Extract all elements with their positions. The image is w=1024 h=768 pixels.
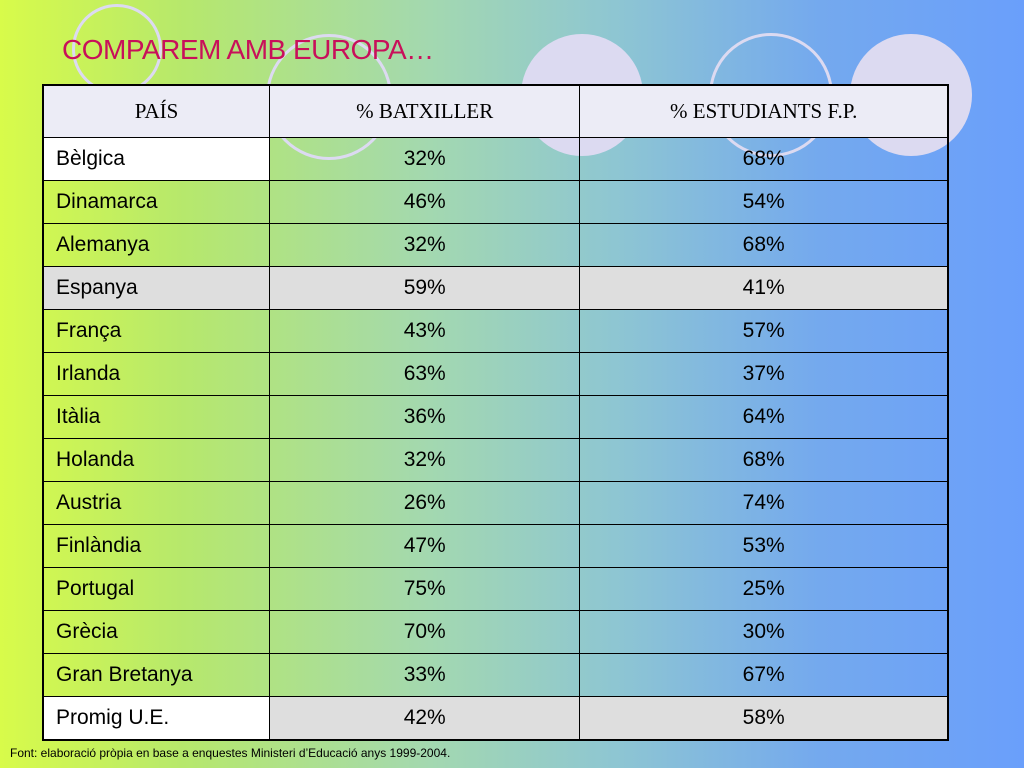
header-fp: % ESTUDIANTS F.P. bbox=[579, 84, 949, 138]
cell-batxiller: 32% bbox=[269, 137, 581, 181]
comparison-table: PAÍS % BATXILLER % ESTUDIANTS F.P. Bèlgi… bbox=[42, 84, 949, 741]
cell-batxiller: 43% bbox=[269, 309, 581, 353]
table-row: Portugal 75% 25% bbox=[42, 567, 949, 611]
table-row: Grècia 70% 30% bbox=[42, 610, 949, 654]
cell-batxiller: 33% bbox=[269, 653, 581, 697]
cell-fp: 54% bbox=[579, 180, 949, 224]
cell-batxiller: 32% bbox=[269, 438, 581, 482]
cell-country: Promig U.E. bbox=[42, 696, 271, 741]
cell-fp: 30% bbox=[579, 610, 949, 654]
table-header-row: PAÍS % BATXILLER % ESTUDIANTS F.P. bbox=[42, 84, 949, 138]
cell-country: Gran Bretanya bbox=[42, 653, 271, 697]
cell-batxiller: 47% bbox=[269, 524, 581, 568]
cell-country: Austria bbox=[42, 481, 271, 525]
cell-fp: 53% bbox=[579, 524, 949, 568]
cell-batxiller: 42% bbox=[269, 696, 581, 741]
table-row-eu-average: Promig U.E. 42% 58% bbox=[42, 696, 949, 741]
cell-batxiller: 32% bbox=[269, 223, 581, 267]
cell-country: Espanya bbox=[42, 266, 271, 310]
cell-batxiller: 75% bbox=[269, 567, 581, 611]
source-note: Font: elaboració pròpia en base a enques… bbox=[10, 746, 451, 760]
cell-fp: 67% bbox=[579, 653, 949, 697]
cell-batxiller: 36% bbox=[269, 395, 581, 439]
header-country: PAÍS bbox=[42, 84, 271, 138]
table-row: Gran Bretanya 33% 67% bbox=[42, 653, 949, 697]
cell-fp: 41% bbox=[579, 266, 949, 310]
table-row: Dinamarca 46% 54% bbox=[42, 180, 949, 224]
cell-country: Dinamarca bbox=[42, 180, 271, 224]
table-row: Austria 26% 74% bbox=[42, 481, 949, 525]
cell-fp: 25% bbox=[579, 567, 949, 611]
table-row: Holanda 32% 68% bbox=[42, 438, 949, 482]
table-row: França 43% 57% bbox=[42, 309, 949, 353]
cell-fp: 57% bbox=[579, 309, 949, 353]
cell-fp: 68% bbox=[579, 137, 949, 181]
cell-fp: 68% bbox=[579, 223, 949, 267]
cell-country: Itàlia bbox=[42, 395, 271, 439]
cell-batxiller: 63% bbox=[269, 352, 581, 396]
table-row: Irlanda 63% 37% bbox=[42, 352, 949, 396]
cell-country: Grècia bbox=[42, 610, 271, 654]
cell-country: Bèlgica bbox=[42, 137, 271, 181]
cell-fp: 64% bbox=[579, 395, 949, 439]
cell-batxiller: 46% bbox=[269, 180, 581, 224]
cell-fp: 68% bbox=[579, 438, 949, 482]
slide-title: COMPAREM AMB EUROPA… bbox=[62, 34, 434, 65]
cell-fp: 58% bbox=[579, 696, 949, 741]
cell-fp: 74% bbox=[579, 481, 949, 525]
cell-country: Finlàndia bbox=[42, 524, 271, 568]
cell-country: Portugal bbox=[42, 567, 271, 611]
header-batxiller: % BATXILLER bbox=[269, 84, 581, 138]
cell-country: Alemanya bbox=[42, 223, 271, 267]
table-row: Alemanya 32% 68% bbox=[42, 223, 949, 267]
table-row-highlighted: Espanya 59% 41% bbox=[42, 266, 949, 310]
table-row: Finlàndia 47% 53% bbox=[42, 524, 949, 568]
cell-fp: 37% bbox=[579, 352, 949, 396]
cell-batxiller: 70% bbox=[269, 610, 581, 654]
cell-country: Irlanda bbox=[42, 352, 271, 396]
table-row: Bèlgica 32% 68% bbox=[42, 137, 949, 181]
table-row: Itàlia 36% 64% bbox=[42, 395, 949, 439]
cell-batxiller: 59% bbox=[269, 266, 581, 310]
cell-batxiller: 26% bbox=[269, 481, 581, 525]
cell-country: Holanda bbox=[42, 438, 271, 482]
cell-country: França bbox=[42, 309, 271, 353]
